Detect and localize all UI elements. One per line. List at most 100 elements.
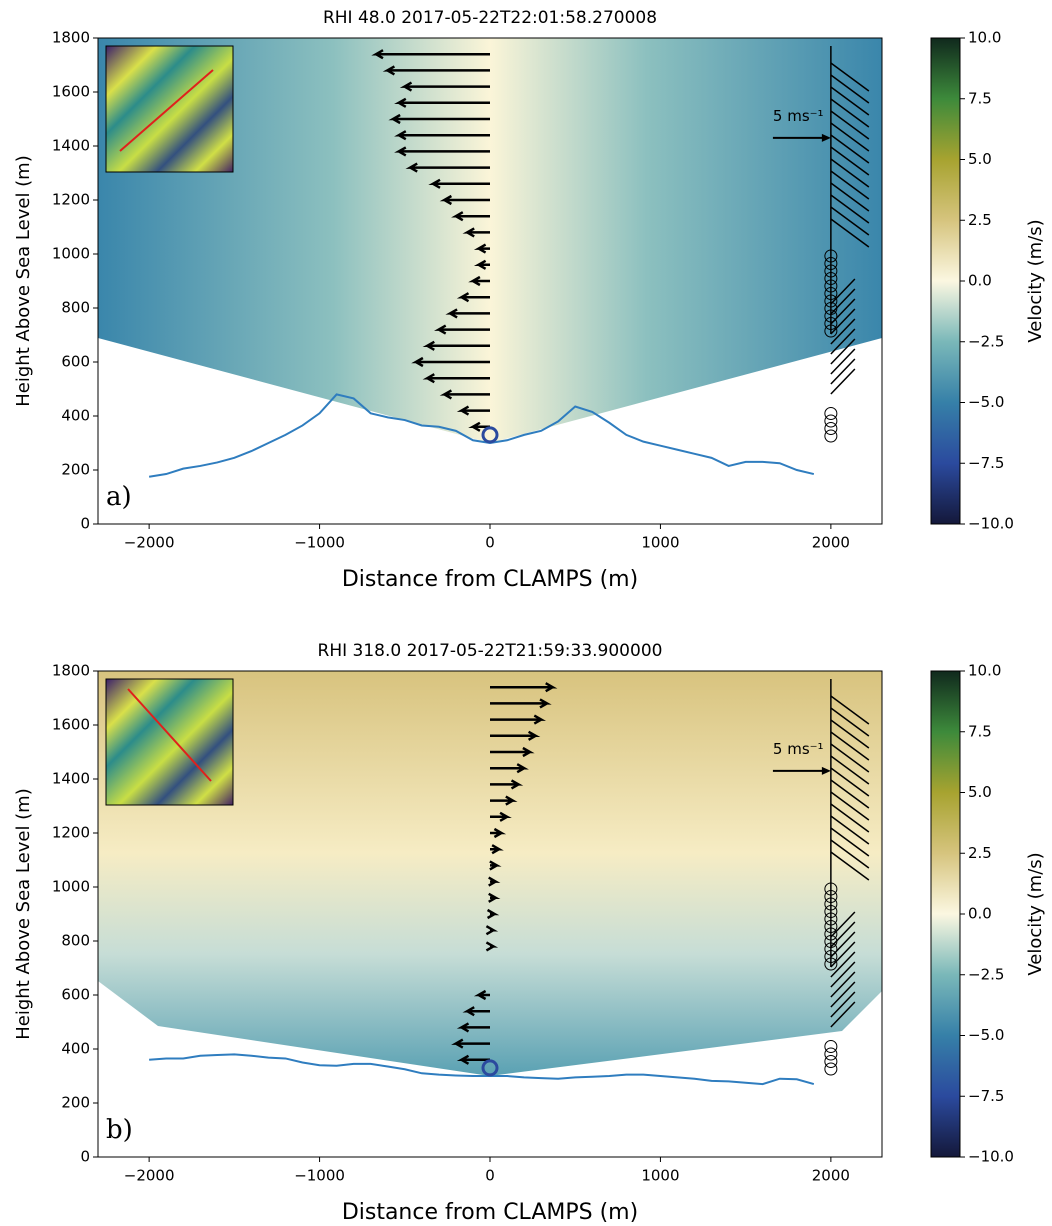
barb [830,767,870,797]
barb [830,348,856,375]
barb [830,158,870,188]
wind-arrow [486,908,500,920]
wind-arrow [485,941,499,952]
wind-arrow [439,389,490,400]
barb [830,288,856,315]
barb [830,827,870,857]
barb [830,803,870,833]
calm-marker [824,414,838,428]
calm-marker [824,1055,838,1068]
wind-arrow [490,746,535,758]
colorbar-tick-label: 7.5 [968,722,992,740]
wind-arrow [490,763,529,774]
barb [830,206,870,236]
y-axis-label: Height Above Sea Level (m) [13,155,34,407]
y-tick-label: 400 [61,407,90,425]
wind-arrow [399,81,490,92]
barb [830,74,870,104]
colorbar-tick-label: −5.0 [968,393,1004,411]
radar-field [98,671,882,1076]
wind-arrow [473,243,490,254]
wind-arrow [428,178,490,189]
barb [830,338,856,365]
wind-arrow [490,795,518,806]
wind-arrow [394,97,490,108]
barb [830,358,856,385]
colorbar-tick-label: −7.5 [968,454,1004,472]
calm-marker [824,407,838,420]
barb [830,146,870,176]
wind-arrow [490,730,541,741]
y-tick-label: 0 [80,1148,90,1166]
y-tick-label: 200 [61,1094,90,1112]
inset-track [127,688,212,782]
wind-arrow [456,405,490,416]
colorbar-label: Velocity (m/s) [1025,219,1046,342]
lidar-site [481,426,499,444]
key-arrowhead [821,766,831,775]
wind-arrow [394,130,490,141]
y-tick-label: 800 [61,932,90,950]
colorbar-tick-label: 5.0 [968,150,992,168]
barb [830,791,870,821]
wind-arrow [451,1038,490,1049]
y-tick-label: 1000 [52,245,90,263]
barb [830,921,856,948]
wind-arrow [473,259,490,270]
wind-arrow [382,65,490,76]
barb [830,170,870,200]
x-tick-label: −1000 [294,1167,345,1185]
x-tick-label: 2000 [812,534,850,552]
barb [830,308,856,335]
wind-arrow [489,860,502,871]
wind-arrow [433,324,490,335]
wind-arrow [405,162,490,173]
barb [830,931,856,958]
wind-arrow [490,698,552,709]
colorbar-tick-label: −2.5 [968,965,1004,983]
colorbar-tick-label: −10.0 [968,515,1014,533]
y-axis-label: Height Above Sea Level (m) [13,788,34,1040]
chart-title: RHI 48.0 2017-05-22T22:01:58.270008 [323,8,657,28]
colorbar [930,37,961,525]
wind-arrow [468,275,490,287]
barb [830,911,856,938]
colorbar-tick-label: 0.0 [968,272,992,290]
inset-map [105,678,234,806]
barb [830,298,856,325]
wind-arrow [490,844,504,855]
wind-arrow [456,292,490,303]
x-tick-label: 1000 [641,1167,679,1185]
wind-arrow [485,925,499,936]
x-tick-label: −2000 [124,534,175,552]
calm-marker [824,1062,838,1076]
y-tick-label: 1400 [52,770,90,788]
x-axis-label: Distance from CLAMPS (m) [342,1200,638,1222]
x-tick-label: 1000 [641,534,679,552]
barb [830,961,856,988]
barb [830,122,870,152]
barb [830,182,870,212]
barb [830,62,870,92]
terrain-line [149,1053,815,1086]
wind-arrow [473,989,490,1001]
barb [830,779,870,809]
barb [830,719,870,749]
barb [830,1001,856,1028]
y-tick-label: 1000 [52,878,90,896]
wind-arrow [490,827,507,839]
barb [830,328,856,355]
colorbar-label: Velocity (m/s) [1025,852,1046,975]
barb [830,218,870,248]
wind-arrow [468,421,490,432]
barb [830,134,870,164]
wind-arrow [388,113,490,125]
barb [830,941,856,968]
barb [830,194,870,224]
wind-arrow [456,1022,490,1033]
colorbar-tick-label: −7.5 [968,1087,1004,1105]
wind-arrow [462,227,490,238]
y-tick-label: 600 [61,986,90,1004]
colorbar-tick-label: 5.0 [968,783,992,801]
